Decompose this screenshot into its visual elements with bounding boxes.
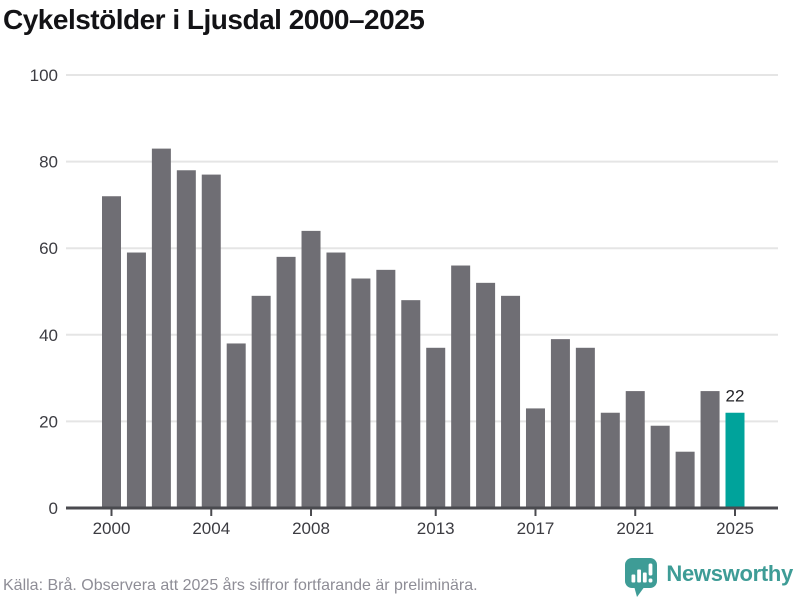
y-axis-tick-label: 80: [39, 153, 58, 172]
x-axis-tick-label: 2008: [292, 519, 330, 538]
bar: [201, 174, 221, 508]
newsworthy-bubble-chart-icon: [625, 558, 658, 597]
source-note: Källa: Brå. Observera att 2025 års siffr…: [3, 577, 478, 594]
y-axis-tick-label: 0: [49, 499, 58, 518]
bar: [525, 408, 545, 508]
x-axis-tick-label: 2013: [417, 519, 455, 538]
bar: [376, 269, 396, 508]
x-axis-tick-label: 2025: [716, 519, 754, 538]
y-axis-tick-label: 20: [39, 412, 58, 431]
bar: [251, 295, 271, 508]
x-axis-tick-label: 2017: [517, 519, 555, 538]
bar: [301, 230, 321, 508]
brand-name: Newsworthy: [666, 561, 793, 586]
bar: [600, 412, 620, 508]
y-axis-tick-label: 60: [39, 239, 58, 258]
bar-value-label: 22: [726, 387, 745, 406]
bar: [650, 425, 670, 508]
bar: [176, 170, 196, 508]
bar: [351, 278, 371, 508]
bar: [401, 300, 421, 508]
x-axis-tick-label: 2000: [93, 519, 131, 538]
bar: [550, 339, 570, 508]
y-axis-tick-label: 100: [30, 66, 58, 85]
bar: [151, 148, 171, 509]
bar: [501, 295, 521, 508]
bar: [426, 347, 446, 508]
bar: [276, 256, 296, 508]
bar: [102, 196, 121, 509]
bar: [476, 282, 496, 508]
bar-chart: 0 20 40 60 80 100 2000 2004 2008 2013 2017 2021 2025…: [30, 66, 778, 538]
bar: [700, 391, 720, 508]
bar-highlighted: [725, 412, 745, 508]
bar: [226, 343, 246, 508]
bar: [675, 451, 695, 508]
x-axis-tick-label: 2004: [192, 519, 230, 538]
y-axis-tick-label: 40: [39, 326, 58, 345]
x-axis-tick-label: 2021: [616, 519, 654, 538]
bar: [625, 391, 645, 508]
bar: [575, 347, 595, 508]
bar: [451, 265, 471, 508]
brand-logo: Newsworthy: [624, 557, 793, 597]
bar: [126, 252, 146, 508]
chart-title: Cykelstölder i Ljusdal 2000–2025: [3, 4, 425, 35]
bar: [326, 252, 346, 508]
